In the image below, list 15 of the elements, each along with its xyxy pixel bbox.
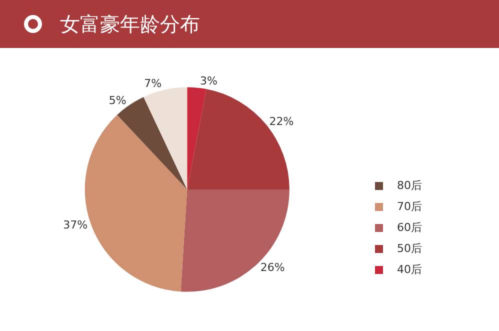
data-label: 3% (200, 74, 218, 88)
pie-slice (187, 87, 206, 190)
data-label: 22% (269, 115, 294, 128)
pie-slice (180, 190, 290, 292)
legend-label: 80后 (397, 178, 422, 193)
data-label: 5% (108, 94, 126, 107)
pie-slice (144, 87, 188, 190)
data-label: 37% (63, 218, 88, 232)
legend-label: 40后 (397, 262, 422, 277)
data-label: 7% (144, 76, 162, 90)
chart-title: 女富豪年龄分布 (60, 11, 200, 38)
legend-label: 70后 (397, 199, 422, 214)
legend-label: 60后 (397, 220, 422, 235)
data-label: 26% (260, 261, 285, 274)
legend-label: 50后 (397, 241, 422, 256)
